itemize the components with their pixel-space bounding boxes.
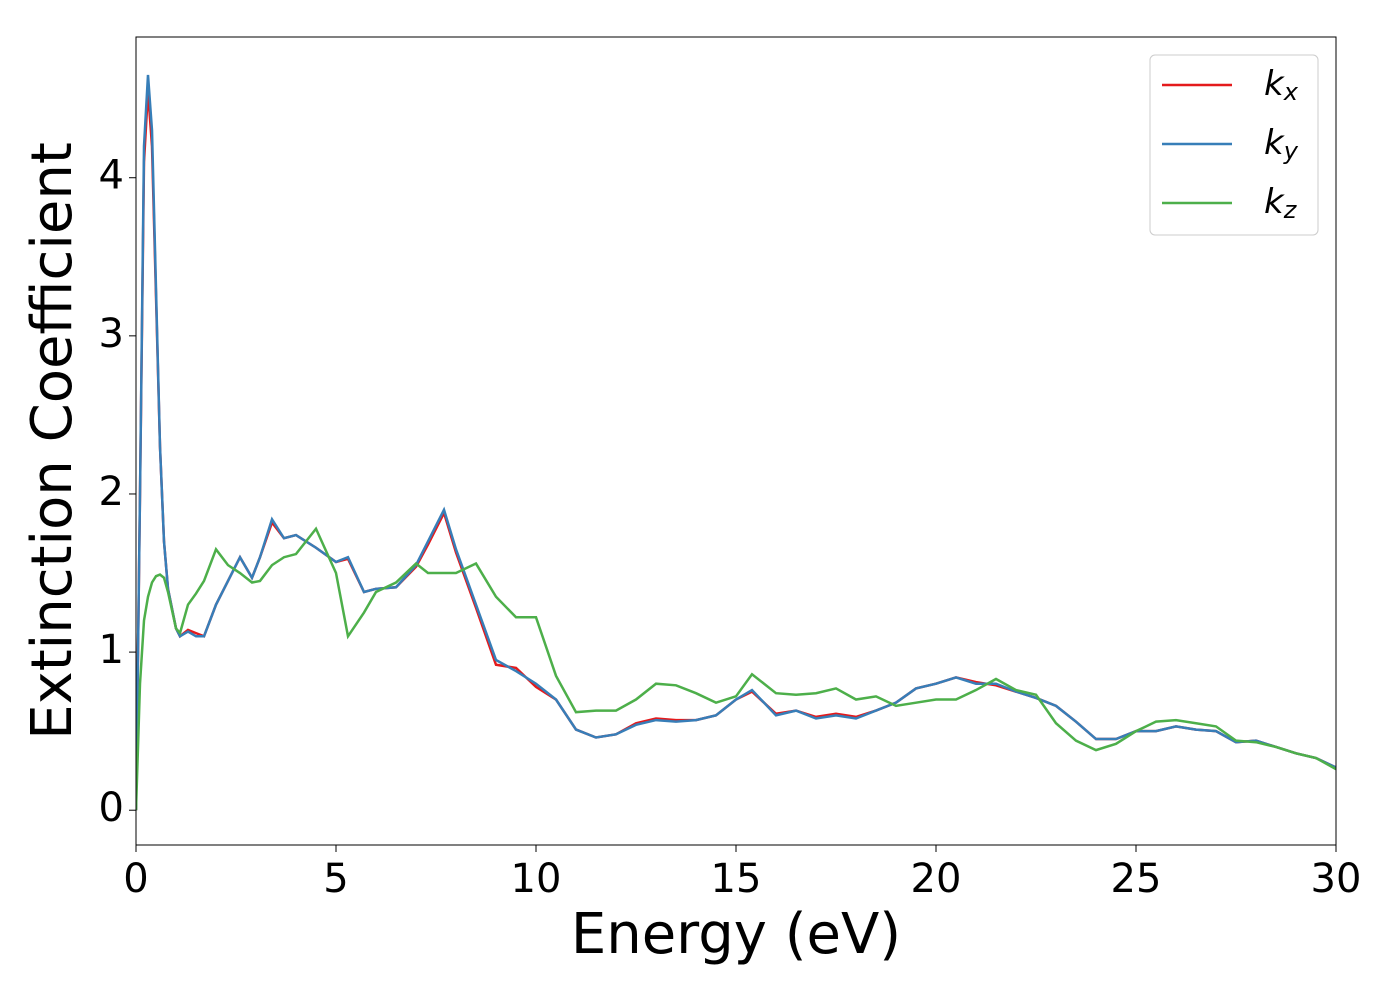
legend-label: kz: [1264, 182, 1298, 225]
x-tick-label: 20: [911, 856, 962, 902]
plot-frame: [135, 36, 1337, 846]
legend-label: ky: [1264, 123, 1299, 166]
y-tick-label: 0: [99, 785, 124, 831]
x-tick-label: 5: [323, 856, 348, 902]
y-tick-label: 2: [99, 469, 124, 515]
x-tick-label: 25: [1111, 856, 1162, 902]
x-tick-label: 30: [1311, 856, 1362, 902]
x-tick-label: 10: [511, 856, 562, 902]
y-tick-label: 1: [99, 627, 124, 673]
series-line: [136, 74, 1336, 811]
x-tick-label: 0: [123, 856, 148, 902]
y-tick-label: 4: [99, 153, 124, 199]
legend-box: [1149, 54, 1319, 236]
x-tick-label: 15: [711, 856, 762, 902]
y-axis-label: Extinction Coefficient: [20, 142, 85, 740]
legend-label: kx: [1264, 64, 1299, 107]
x-axis-label: Energy (eV): [571, 902, 901, 967]
series-line: [136, 526, 1336, 811]
y-tick-label: 3: [99, 311, 124, 357]
